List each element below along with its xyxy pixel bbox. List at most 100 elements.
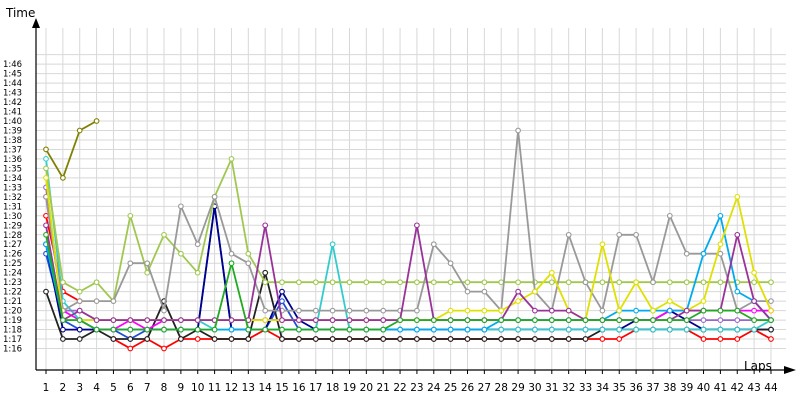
data-point <box>666 279 673 286</box>
data-point <box>447 260 454 267</box>
data-point <box>262 307 269 314</box>
series-4 <box>43 118 100 181</box>
data-point <box>312 317 319 323</box>
data-point <box>346 307 353 314</box>
data-point <box>768 307 774 314</box>
data-point <box>228 326 235 333</box>
data-point <box>144 260 151 267</box>
data-point <box>582 317 589 323</box>
x-tick-label: 4 <box>93 382 100 394</box>
data-point <box>414 279 420 286</box>
data-point <box>633 326 639 333</box>
data-point <box>312 336 319 342</box>
data-point <box>616 336 623 342</box>
y-tick-label: 1:17 <box>3 335 22 345</box>
data-point <box>464 336 471 342</box>
data-point <box>178 317 184 323</box>
data-point <box>60 175 66 181</box>
data-point <box>481 307 488 314</box>
data-point <box>228 317 235 323</box>
data-point <box>60 336 66 342</box>
data-point <box>93 317 100 323</box>
data-point <box>76 288 83 295</box>
y-tick-label: 1:44 <box>3 79 22 89</box>
y-tick-label: 1:35 <box>3 164 22 174</box>
y-tick-label: 1:21 <box>3 297 22 307</box>
y-tick-label: 1:20 <box>3 307 22 317</box>
x-tick-label: 16 <box>292 382 306 394</box>
data-point <box>683 250 690 257</box>
data-point <box>633 279 639 286</box>
data-point <box>481 279 488 286</box>
x-tick-label: 2 <box>60 382 67 394</box>
x-tick-label: 14 <box>258 382 272 394</box>
data-point <box>312 307 319 314</box>
data-point <box>734 336 741 342</box>
x-tick-label: 6 <box>127 382 134 394</box>
x-tick-label: 26 <box>461 382 475 394</box>
y-tick-label: 1:42 <box>3 98 22 108</box>
series-layer <box>43 118 774 352</box>
data-point <box>397 336 403 342</box>
data-point <box>515 326 521 333</box>
x-tick-label: 39 <box>680 382 693 394</box>
data-point <box>447 307 454 314</box>
data-point <box>397 279 403 286</box>
data-point <box>582 336 589 342</box>
data-point <box>548 336 555 342</box>
data-point <box>616 317 623 323</box>
data-point <box>447 317 454 323</box>
data-point <box>43 146 49 153</box>
data-point <box>599 307 606 314</box>
x-tick-label: 43 <box>747 382 760 394</box>
data-point <box>650 307 656 314</box>
y-axis-arrow <box>32 18 40 28</box>
data-point <box>329 317 336 323</box>
data-point <box>414 326 420 333</box>
data-point <box>515 127 521 134</box>
data-point <box>633 231 639 238</box>
data-point <box>751 326 757 333</box>
data-point <box>650 279 656 286</box>
data-point <box>329 241 336 248</box>
data-point <box>700 317 707 323</box>
y-tick-label: 1:46 <box>3 60 22 70</box>
data-point <box>228 250 235 257</box>
series-10 <box>43 127 774 314</box>
x-tick-label: 22 <box>393 382 406 394</box>
data-point <box>734 326 741 333</box>
data-point <box>279 298 285 304</box>
data-point <box>548 326 555 333</box>
data-point <box>683 307 690 314</box>
data-point <box>515 288 521 295</box>
y-tick-label: 1:19 <box>3 316 22 326</box>
data-point <box>464 279 471 286</box>
data-point <box>666 326 673 333</box>
data-point <box>127 317 134 323</box>
ticks: 1:161:171:181:191:201:211:221:231:241:25… <box>3 60 778 394</box>
y-tick-label: 1:33 <box>3 183 22 193</box>
y-tick-label: 1:40 <box>3 117 22 127</box>
data-point <box>211 193 218 200</box>
data-point <box>700 307 707 314</box>
y-tick-label: 1:45 <box>3 70 22 80</box>
data-point <box>751 269 757 276</box>
data-point <box>161 307 167 314</box>
data-point <box>279 336 285 342</box>
data-point <box>666 307 673 314</box>
series-line <box>45 129 771 312</box>
x-tick-label: 25 <box>444 382 457 394</box>
data-point <box>245 326 252 333</box>
x-tick-label: 33 <box>579 382 592 394</box>
data-point <box>464 307 471 314</box>
y-tick-label: 1:22 <box>3 288 22 298</box>
data-point <box>548 317 555 323</box>
data-point <box>279 288 285 295</box>
data-point <box>127 326 134 333</box>
data-point <box>93 118 100 124</box>
data-point <box>430 336 437 342</box>
x-tick-label: 23 <box>410 382 423 394</box>
data-point <box>751 307 757 314</box>
x-tick-label: 34 <box>596 382 610 394</box>
data-point <box>700 279 707 286</box>
